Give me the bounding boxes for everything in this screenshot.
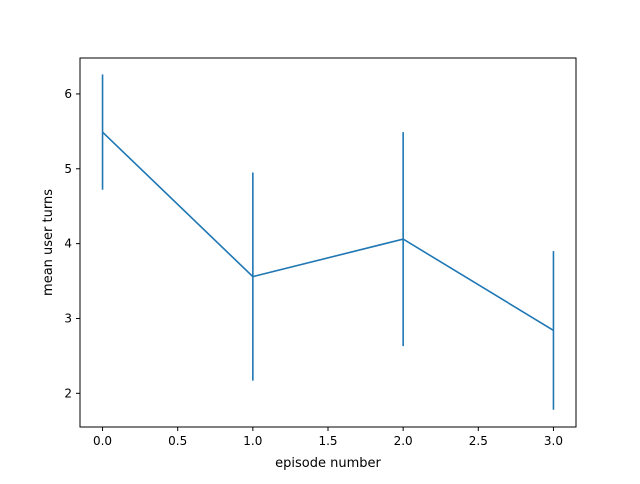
x-tick-label: 0.5 xyxy=(168,434,187,448)
x-axis-label: episode number xyxy=(275,456,381,471)
y-tick-label: 4 xyxy=(64,237,72,251)
x-tick-label: 1.5 xyxy=(318,434,337,448)
x-tick-label: 1.0 xyxy=(243,434,262,448)
y-tick-label: 6 xyxy=(64,87,72,101)
x-tick-label: 3.0 xyxy=(544,434,563,448)
y-tick-label: 3 xyxy=(64,311,72,325)
x-tick-label: 2.0 xyxy=(394,434,413,448)
x-tick-label: 0.0 xyxy=(93,434,112,448)
y-tick-label: 2 xyxy=(64,386,72,400)
y-tick-label: 5 xyxy=(64,162,72,176)
y-axis-label: mean user turns xyxy=(41,189,56,296)
x-tick-label: 2.5 xyxy=(469,434,488,448)
